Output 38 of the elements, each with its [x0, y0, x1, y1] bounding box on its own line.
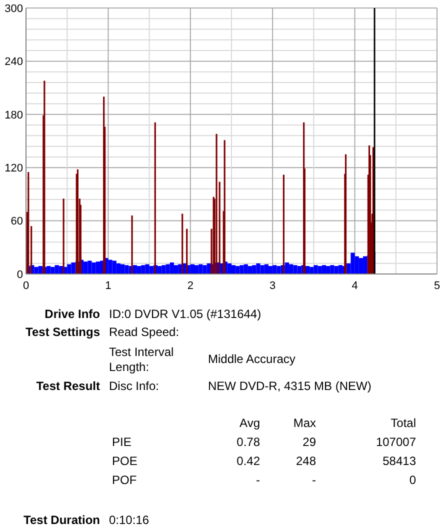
- text: 0.42: [236, 454, 260, 468]
- x-tick-label: 3: [270, 280, 276, 292]
- text: 107007: [376, 435, 416, 449]
- text: Max: [293, 416, 316, 430]
- text: 0:10:16: [109, 513, 150, 527]
- text: 0.78: [236, 435, 260, 449]
- text: Read Speed:: [109, 325, 180, 339]
- text: 29: [302, 435, 316, 449]
- text: 248: [296, 454, 316, 468]
- y-tick-label: 240: [4, 56, 23, 68]
- text: Avg: [240, 416, 260, 430]
- x-tick-label: 1: [105, 280, 112, 292]
- y-tick-label: 180: [4, 109, 23, 122]
- x-tick-label: 2: [187, 280, 194, 292]
- y-tick-label: 60: [10, 216, 23, 228]
- y-tick-label: 0: [16, 268, 23, 281]
- text: 0: [409, 473, 416, 487]
- text: Total: [390, 416, 416, 430]
- text: Test Interval: [109, 345, 174, 359]
- text: Test Settings: [26, 325, 100, 339]
- text: -: [312, 473, 316, 487]
- text: Middle Accuracy: [208, 352, 296, 366]
- text: Test Result: [36, 379, 100, 393]
- text: Test Duration: [24, 513, 100, 527]
- x-tick-label: 4: [352, 280, 358, 292]
- text: Disc Info:: [109, 379, 160, 393]
- text: ID:0 DVDR V1.05 (#131644): [109, 307, 262, 321]
- y-tick-label: 300: [4, 2, 23, 15]
- text: PIE: [112, 435, 132, 449]
- text: POE: [112, 454, 138, 468]
- text: Drive Info: [44, 307, 100, 321]
- x-tick-label: 5: [434, 280, 440, 292]
- text: -: [256, 473, 260, 487]
- text: NEW DVD-R, 4315 MB (NEW): [208, 379, 372, 393]
- y-tick-label: 120: [4, 162, 23, 174]
- text: POF: [112, 473, 137, 487]
- text: 58413: [382, 454, 416, 468]
- text: Length:: [109, 360, 150, 374]
